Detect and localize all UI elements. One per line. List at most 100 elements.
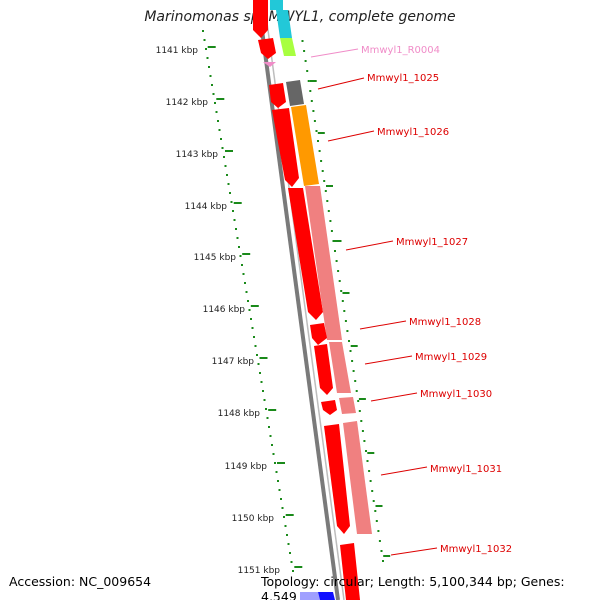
cog-feature [329,342,351,393]
gene-label-leaders [310,48,438,556]
gene-feature[interactable] [324,424,350,534]
cog-feature [276,10,292,38]
accession-text: Accession: NC_009654 [9,574,152,589]
leader-line [390,547,438,556]
gene-feature[interactable] [272,108,299,187]
scale-dot [221,147,224,149]
scale-dot [238,246,240,248]
track-dot [332,240,335,242]
scale-tick-label: 1145 kbp [194,253,237,263]
scale-dot [278,489,281,491]
gene-feature[interactable] [340,543,360,600]
track-dot [375,520,378,522]
track-dot [355,390,358,392]
scale-dot [272,453,275,455]
scale-tick-label: 1141 kbp [156,46,199,56]
track-dot [307,80,310,82]
scale-dot [227,183,230,185]
gene-feature[interactable] [258,38,276,59]
gene-label[interactable]: Mmwyl1_1026 [377,127,449,138]
scale-tick-label: 1148 kbp [218,409,261,419]
cog-feature [343,421,372,534]
gene-feature[interactable] [314,344,333,395]
scale-tick [285,514,294,516]
scale-dot [203,39,206,41]
track-dot [334,250,336,252]
scale-dot [254,345,257,347]
gene-label[interactable]: Mmwyl1_R0004 [361,45,440,56]
track-dot [303,50,306,52]
gene-feature[interactable] [253,0,268,38]
scale-tick [233,202,242,204]
track-dot [371,490,374,492]
scale-dot [283,516,285,518]
gene-label[interactable]: Mmwyl1_1031 [430,464,502,475]
scale-dots [202,30,294,572]
scale-dot [271,444,273,446]
gene-label[interactable]: Mmwyl1_1032 [440,544,512,555]
scale-dot [248,309,251,311]
scale-tick-label: 1150 kbp [232,514,275,524]
track-dot [358,410,361,412]
track-dot [326,200,329,202]
scale-dot [290,561,293,563]
track-tick [309,80,317,82]
rna-feature[interactable] [263,62,276,67]
track-dot [340,290,343,292]
scale-dot [209,75,212,77]
track-tick [383,555,391,557]
scale-dot [287,543,290,545]
track-tick [367,452,375,454]
track-dot [365,450,367,452]
gene-label[interactable]: Mmwyl1_1025 [367,73,439,84]
scale-dot [232,210,234,212]
gene-feature[interactable] [269,83,286,108]
track-dot [327,210,330,212]
scale-tick [207,46,216,48]
scale-dot [236,237,239,239]
gene-feature[interactable] [321,400,337,415]
gene-label[interactable]: Mmwyl1_1029 [415,352,487,363]
scale-dot [208,66,210,68]
track-dot [352,370,355,372]
track-dot [310,100,313,102]
track-dot [343,310,346,312]
scale-dot [289,552,291,554]
scale-dot [277,480,279,482]
scale-dot [235,228,237,230]
gene-label[interactable]: Mmwyl1_1028 [409,317,481,328]
gene-label[interactable]: Mmwyl1_1027 [396,237,468,248]
cog-feature [291,105,319,186]
track-dot [341,300,344,302]
track-dot [330,230,333,232]
scale-dot [215,111,218,113]
scale-dot [241,264,243,266]
scale-tick [268,409,277,411]
gene-label[interactable]: Mmwyl1_1030 [420,389,492,400]
gene-feature[interactable] [288,188,323,320]
scale-dot [230,201,233,203]
scale-dot [220,138,222,140]
scale-dot [292,570,294,572]
scale-dot [259,372,261,374]
scale-dot [274,462,276,464]
track-tick [358,398,366,400]
track-dot [351,360,354,362]
scale-dot [268,426,270,428]
scale-dot [262,390,264,392]
scale-ticks [207,46,303,568]
track-dot [315,130,318,132]
scale-tick-label: 1149 kbp [225,462,268,472]
scale-dot [212,93,215,95]
scale-dot [260,381,263,383]
scale-dot [247,300,249,302]
gene-feature[interactable] [310,323,327,345]
scale-dot [250,318,252,320]
scale-dot [214,102,216,104]
scale-tick [216,98,225,100]
track-dot [323,180,326,182]
track-dot [320,160,323,162]
scale-tick [242,253,251,255]
